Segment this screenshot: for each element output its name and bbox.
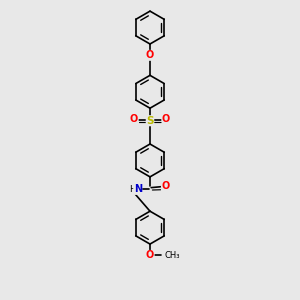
Text: O: O: [162, 114, 170, 124]
Text: O: O: [130, 114, 138, 124]
Text: O: O: [146, 250, 154, 260]
Text: O: O: [161, 181, 170, 191]
Text: N: N: [134, 184, 142, 194]
Text: CH₃: CH₃: [164, 251, 180, 260]
Text: O: O: [146, 50, 154, 60]
Text: S: S: [146, 116, 154, 126]
Text: H: H: [129, 185, 136, 194]
